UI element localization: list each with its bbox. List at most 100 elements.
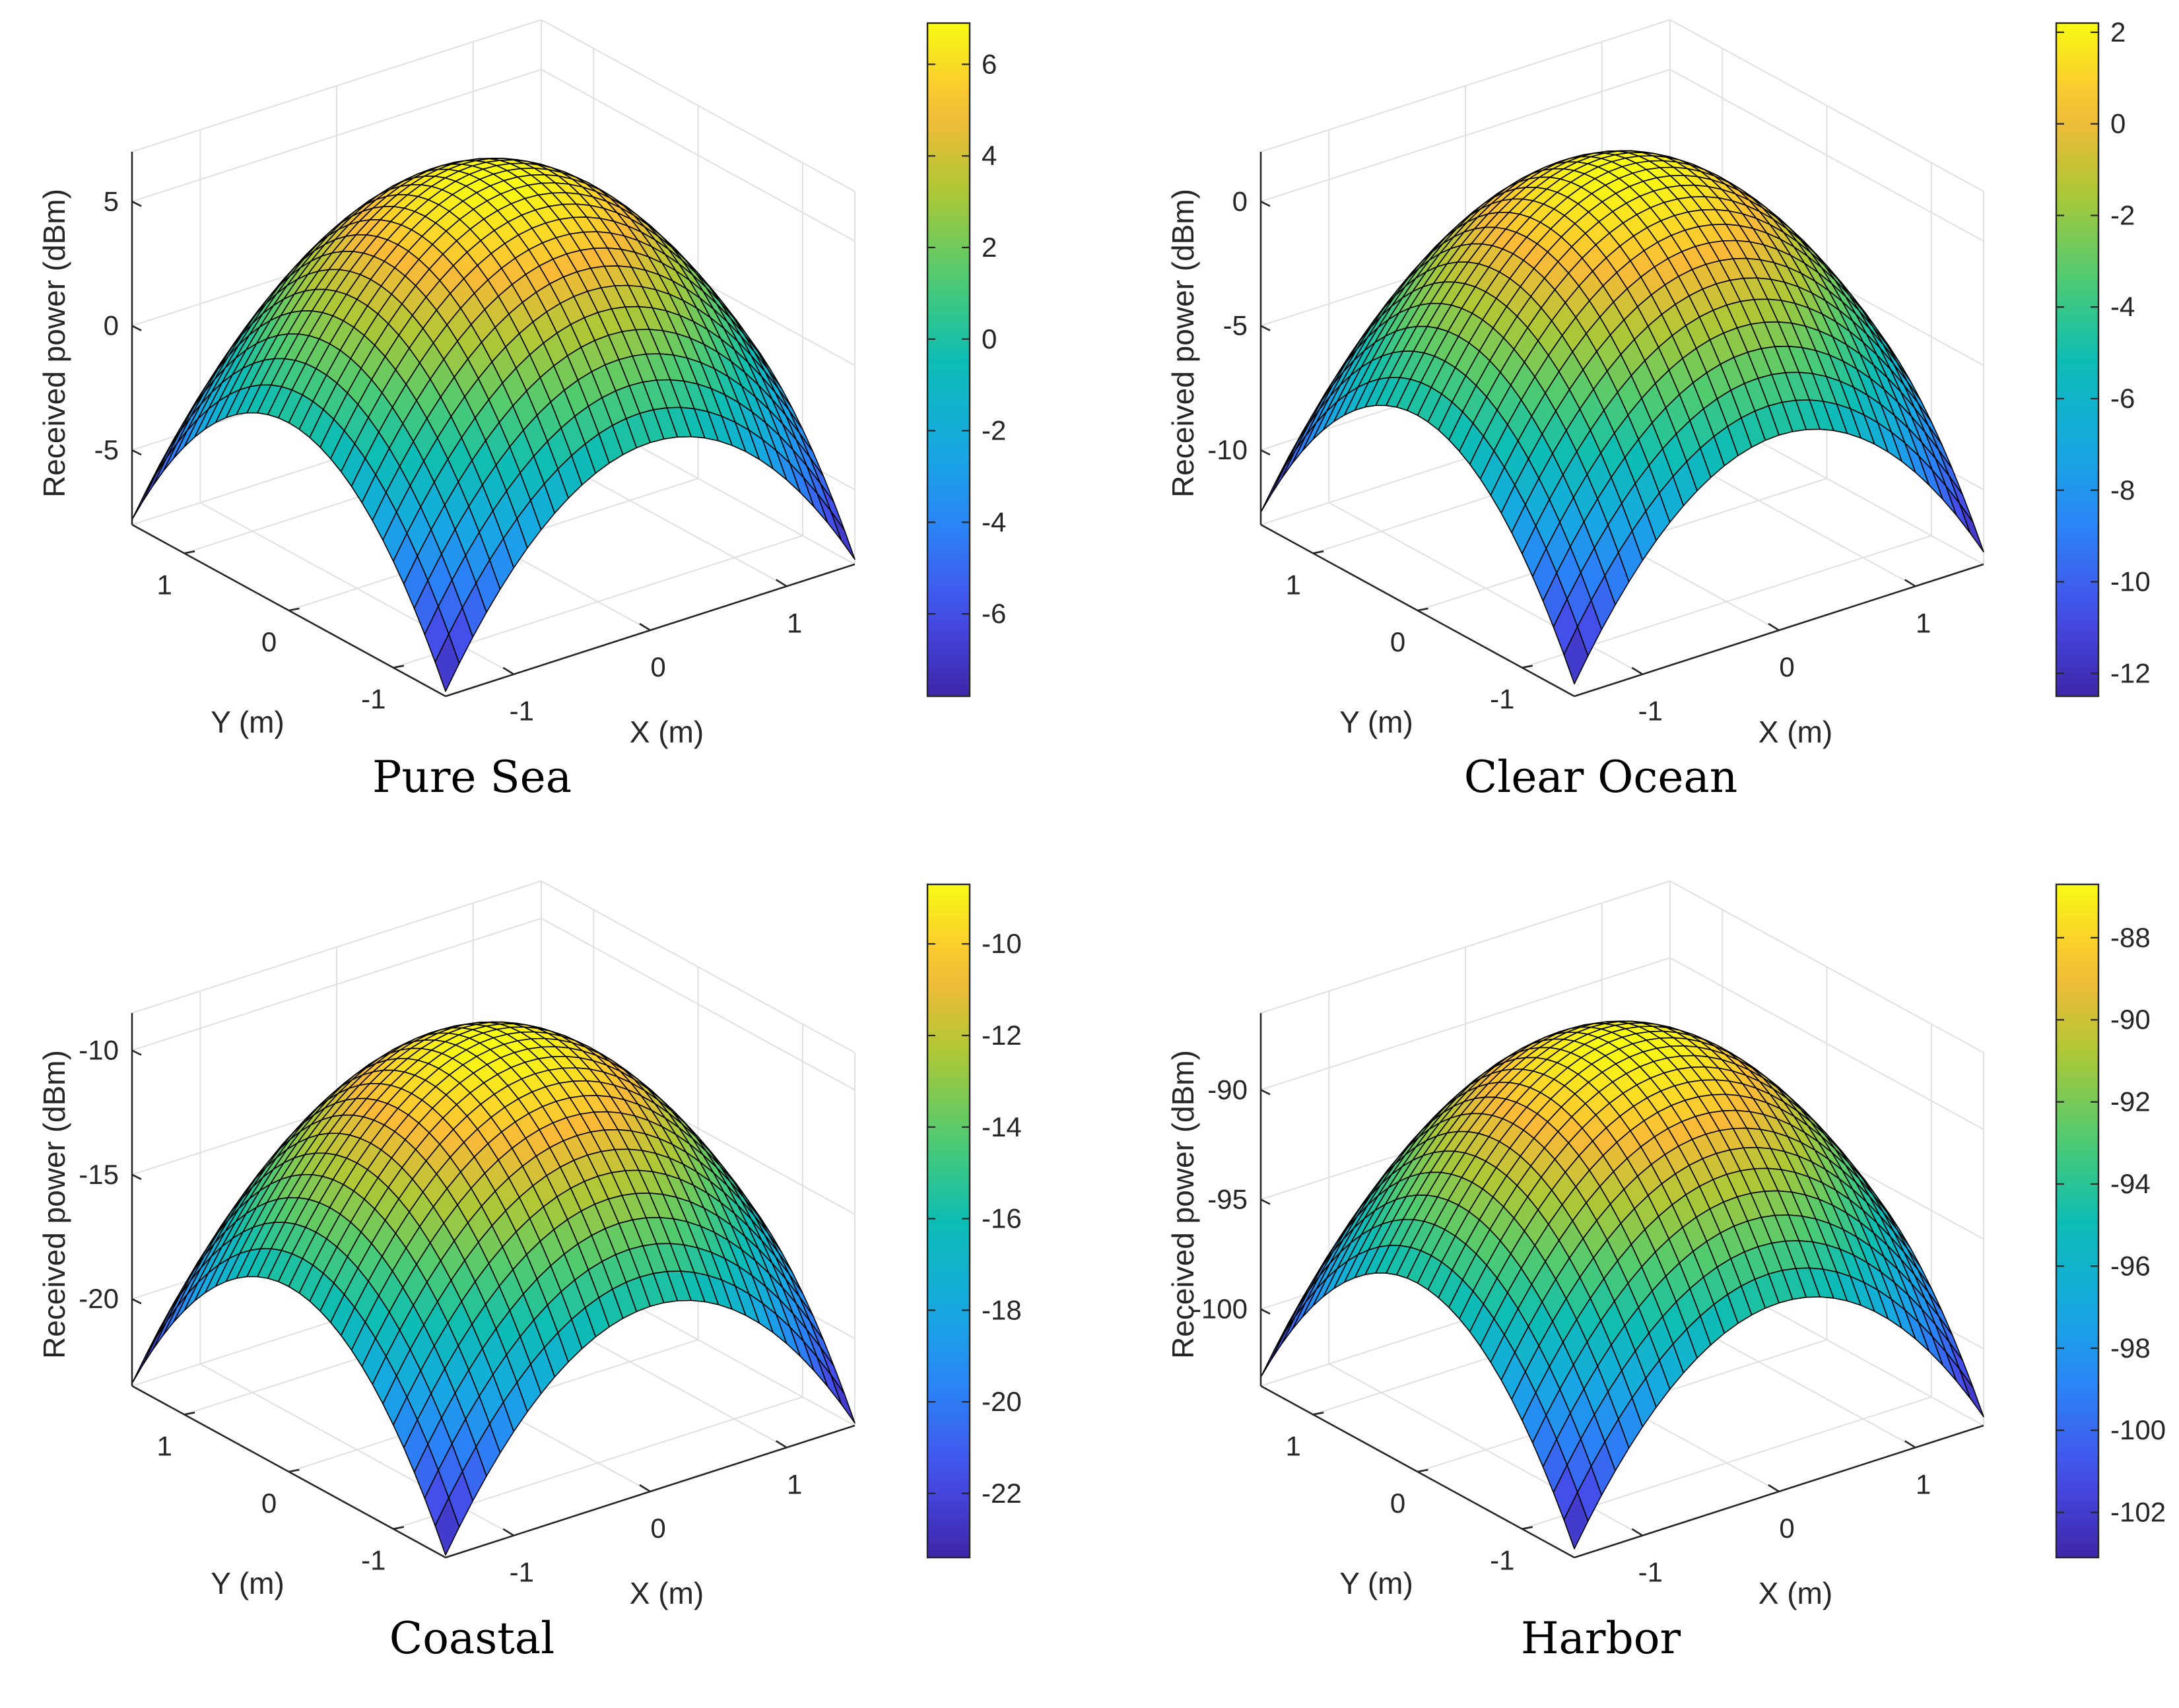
chart-panel: -100 -95 -90 -1 0 1 -1 0 1 Y (m) X (m) Received pow…: [1166, 880, 2166, 1664]
y-tick-label: 0: [261, 626, 277, 657]
z-tick: [1260, 1308, 1271, 1315]
colorbar-tick-label: 4: [982, 140, 997, 171]
z-tick: [1260, 1199, 1271, 1205]
z-tick: [1260, 325, 1271, 331]
x-axis-label: X (m): [1759, 715, 1832, 749]
axes: [131, 152, 855, 698]
z-tick: [131, 1298, 142, 1305]
surface-patch: [1563, 1492, 1589, 1550]
z-axis-label: Received power (dBm): [1166, 1050, 1200, 1359]
surface: [131, 158, 855, 692]
z-tick-label: -5: [94, 434, 119, 465]
z-axis-label: Received power (dBm): [1166, 189, 1200, 498]
z-gridline: [1260, 957, 1984, 1131]
y-tick-label: 1: [156, 1430, 172, 1461]
colorbar-tick-label: -2: [2110, 199, 2135, 230]
colorbar-tick-label: -2: [982, 415, 1006, 446]
colorbar-tick-label: -6: [2110, 383, 2135, 414]
x-tick-label: 0: [1779, 1513, 1794, 1544]
z-tick-label: 0: [104, 310, 119, 341]
colorbar-tick-label: -98: [2110, 1332, 2151, 1363]
x-tick-label: 0: [1779, 651, 1794, 682]
y-tick: [288, 607, 300, 612]
z-gridline: [131, 69, 855, 242]
x-tick: [502, 1528, 515, 1536]
x-tick: [1904, 579, 1916, 587]
x-tick: [775, 1440, 788, 1449]
z-axis-label: Received power (dBm): [37, 1050, 71, 1359]
x-tick-label: -1: [1638, 696, 1663, 727]
colorbar-tick-label: -4: [2110, 291, 2135, 322]
surface-patch: [830, 510, 855, 560]
colorbar: [2055, 883, 2100, 1559]
y-tick-label: -1: [1490, 1545, 1514, 1576]
x-tick-label: 0: [650, 1513, 665, 1544]
y-tick-label: 1: [1285, 569, 1300, 600]
x-axis-label: X (m): [630, 1576, 704, 1610]
surface-patch: [830, 1374, 855, 1424]
colorbar-tick-label: 6: [982, 48, 997, 79]
surface-patch: [1959, 502, 1984, 553]
x-tick: [1768, 622, 1780, 632]
colorbar: [926, 22, 971, 698]
y-tick: [1312, 550, 1324, 554]
x-tick-label: 1: [1916, 1468, 1931, 1499]
chart-panel: -5 0 5 -1 0 1 -1 0 1 Y (m) X (m) Received power (dB…: [37, 19, 1006, 803]
colorbar-tick-label: -12: [982, 1020, 1022, 1051]
colorbar-tick-label: -96: [2110, 1250, 2151, 1281]
surface-patch: [1563, 626, 1589, 684]
y-tick: [393, 1526, 405, 1530]
colorbar-tick-label: -12: [2110, 657, 2151, 688]
z-tick-label: -95: [1207, 1184, 1248, 1215]
z-tick: [131, 325, 142, 331]
axes: [131, 1013, 855, 1559]
x-tick: [1631, 1528, 1644, 1536]
colorbar-tick-label: -16: [982, 1203, 1022, 1234]
x-tick: [639, 622, 651, 632]
colorbar: [2055, 22, 2100, 698]
x-tick: [775, 579, 788, 587]
y-tick: [1417, 607, 1428, 612]
colorbar-tick-label: -94: [2110, 1168, 2151, 1199]
surface-patch: [1959, 1368, 1984, 1418]
z-tick-label: -10: [1207, 434, 1248, 465]
colorbar-tick-label: -8: [2110, 475, 2135, 506]
colorbar-tick-label: -10: [982, 928, 1022, 959]
z-tick-label: -10: [79, 1035, 119, 1066]
x-axis-label: X (m): [1759, 1576, 1832, 1610]
y-tick: [1522, 1526, 1533, 1530]
surface: [1260, 1020, 1984, 1550]
colorbar-tick-label: -14: [982, 1111, 1022, 1142]
panel-title: Coastal: [389, 1613, 554, 1664]
y-tick: [288, 1468, 300, 1473]
z-tick: [131, 201, 142, 207]
colorbar-tick-label: -100: [2110, 1414, 2166, 1445]
surface: [1260, 150, 1984, 684]
x-tick-label: 1: [1916, 607, 1931, 638]
x-tick: [502, 667, 515, 675]
z-gridline: [131, 917, 855, 1091]
y-tick: [184, 1412, 195, 1416]
colorbar-tick-label: -4: [982, 506, 1006, 537]
colorbar-tick-label: -6: [982, 598, 1006, 629]
axes: [1259, 152, 1984, 698]
colorbar: [926, 883, 971, 1559]
x-axis-label: X (m): [630, 715, 704, 749]
colorbar-tick-label: 2: [2110, 16, 2126, 48]
y-axis-label: Y (m): [211, 1566, 285, 1600]
z-tick-label: -20: [79, 1283, 119, 1314]
x-tick: [639, 1484, 651, 1493]
y-tick-label: -1: [361, 1545, 386, 1576]
x-tick-label: 1: [787, 607, 802, 638]
z-tick-label: -100: [1192, 1294, 1248, 1325]
x-tick-label: -1: [1638, 1557, 1663, 1588]
colorbar-tick-label: -90: [2110, 1004, 2151, 1035]
y-tick-label: -1: [361, 684, 386, 715]
y-tick-label: 0: [1390, 1488, 1405, 1519]
z-tick: [1260, 201, 1271, 207]
y-tick-label: 1: [156, 569, 172, 600]
colorbar-tick-label: -92: [2110, 1086, 2151, 1117]
y-tick-label: 1: [1285, 1430, 1300, 1461]
